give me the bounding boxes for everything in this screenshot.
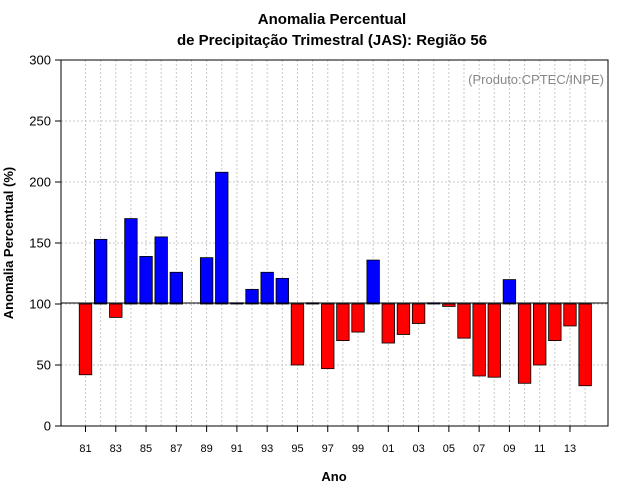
y-axis: 0 50 100 150 200 250 300 <box>29 53 61 434</box>
bar-94 <box>275 277 289 305</box>
bar-00 <box>366 259 380 305</box>
x-tick-label-87: 87 <box>170 443 182 455</box>
x-tick-label-05: 05 <box>443 443 455 455</box>
bars <box>78 171 592 387</box>
bar-97 <box>321 303 335 370</box>
y-tick-label: 100 <box>29 297 51 312</box>
x-tick-label-01: 01 <box>382 443 394 455</box>
y-tick-label: 150 <box>29 236 51 251</box>
x-tick-label-09: 09 <box>503 443 515 455</box>
y-tick-label: 0 <box>44 419 51 434</box>
x-axis-label: Ano <box>321 469 346 484</box>
x-tick-label-85: 85 <box>140 443 152 455</box>
bar-02 <box>396 303 411 335</box>
bar-01 <box>381 303 395 344</box>
x-tick-label-03: 03 <box>412 443 424 455</box>
y-tick-label: 300 <box>29 53 51 68</box>
bar-14 <box>578 303 592 387</box>
bar-90 <box>215 171 229 305</box>
chart-subtitle: de Precipitação Trimestral (JAS): Região… <box>177 32 487 49</box>
bar-13 <box>563 303 577 327</box>
x-tick-label-13: 13 <box>564 443 576 455</box>
x-tick-label-89: 89 <box>200 443 212 455</box>
credit-text: (Produto:CPTEC/INPE) <box>468 72 604 87</box>
x-tick-label-93: 93 <box>261 443 273 455</box>
y-axis-label: Anomalia Percentual (%) <box>1 167 16 319</box>
bar-86 <box>154 236 168 305</box>
bar-92 <box>245 288 259 305</box>
y-tick-label: 250 <box>29 114 51 129</box>
y-tick-label: 50 <box>37 358 51 373</box>
bar-10 <box>517 303 532 384</box>
x-tick-label-91: 91 <box>231 443 243 455</box>
bar-11 <box>533 303 547 366</box>
bar-95 <box>290 303 305 366</box>
bar-93 <box>260 271 274 305</box>
bar-12 <box>548 303 562 341</box>
bar-87 <box>169 271 183 305</box>
bar-84 <box>124 218 138 305</box>
x-tick-label-99: 99 <box>352 443 364 455</box>
bar-05 <box>442 303 456 307</box>
grid-lines <box>61 60 608 426</box>
x-tick-label-07: 07 <box>473 443 485 455</box>
bar-89 <box>199 257 214 305</box>
y-tick-label: 200 <box>29 175 51 190</box>
x-tick-label-97: 97 <box>322 443 334 455</box>
bar-85 <box>139 256 153 305</box>
bar-83 <box>109 303 123 318</box>
x-tick-label-83: 83 <box>110 443 122 455</box>
bar-07 <box>472 303 486 377</box>
bar-08 <box>487 303 501 378</box>
x-tick-label-95: 95 <box>291 443 303 455</box>
x-axis: 81 83 85 87 89 91 93 95 97 99 01 03 05 07 09 11 13 <box>79 426 576 455</box>
bar-99 <box>351 303 365 333</box>
bar-98 <box>336 303 350 341</box>
chart-title: Anomalia Percentual <box>258 11 406 28</box>
bar-82 <box>93 238 108 305</box>
bar-06 <box>457 303 471 339</box>
bar-09 <box>502 279 517 305</box>
bar-03 <box>411 303 426 324</box>
x-tick-label-81: 81 <box>79 443 91 455</box>
x-tick-label-11: 11 <box>534 443 545 455</box>
bar-81 <box>78 303 93 376</box>
